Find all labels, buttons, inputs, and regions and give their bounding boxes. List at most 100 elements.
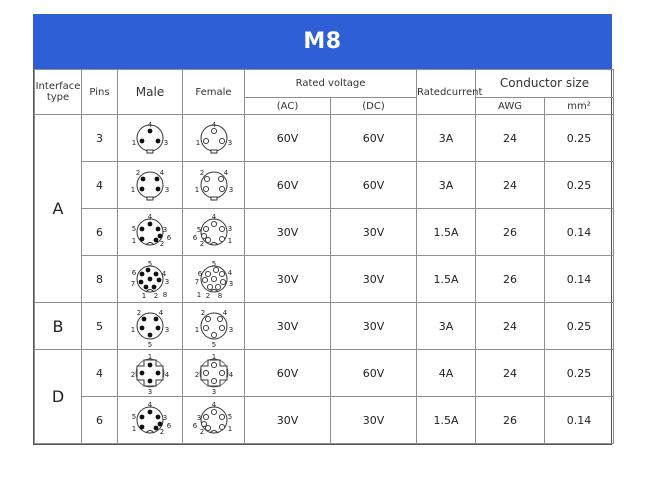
- pin-number-label: 6: [132, 269, 137, 277]
- pin-number-label: 1: [227, 425, 231, 433]
- header-interface-type: Interface type: [34, 69, 82, 115]
- dc-voltage-cell: 30V: [329, 208, 418, 256]
- dc-voltage-cell: 60V: [329, 349, 418, 397]
- female-diagram-cell: 1 4 2 3: [182, 349, 245, 397]
- pin-number-label: 5: [132, 225, 136, 233]
- female-pin-diagram-icon: 4 3 56 1 2: [192, 213, 231, 248]
- pin-number-label: 1: [194, 186, 198, 194]
- pin-number-label: 5: [227, 413, 231, 421]
- male-pin-diagram-icon: 4 1 3: [132, 121, 168, 154]
- dc-voltage-cell: 60V: [329, 114, 418, 162]
- female-pin-diagram-icon: 4 3 1: [195, 121, 232, 154]
- pin-number-label: 3: [165, 186, 169, 194]
- female-pin-diagram-icon: 4 2 3 1 5: [194, 309, 232, 347]
- pin-number-label: 5: [196, 226, 200, 234]
- awg-cell: 24: [475, 161, 546, 209]
- male-diagram-cell: 2 4 1 3: [117, 161, 183, 209]
- pin-number-label: 3: [227, 225, 231, 233]
- rated-current-cell: 4A: [416, 349, 477, 397]
- pin-number-label: 5: [211, 260, 215, 268]
- pin-number-label: 1: [132, 425, 136, 433]
- mm2-cell: 0.14: [544, 208, 615, 256]
- pin-number-label: 4: [162, 270, 167, 278]
- rated-current-cell: 3A: [416, 302, 477, 350]
- header-rated-current: Ratedcurrent: [416, 69, 482, 115]
- male-pin-diagram-icon: 5 6 4 7 3 1 2 8: [131, 260, 169, 300]
- dc-voltage-cell: 30V: [329, 302, 418, 350]
- pin-number-label: 5: [132, 413, 136, 421]
- dc-voltage-cell: 30V: [329, 255, 418, 303]
- pin-number-label: 6: [167, 234, 172, 242]
- pin-number-label: 1: [211, 353, 215, 361]
- pin-number-label: 4: [148, 401, 153, 409]
- header-pins: Pins: [81, 69, 118, 115]
- pins-cell: 4: [81, 161, 118, 209]
- connector-spec-table: Interface type Pins Male Female Rated vo…: [34, 69, 615, 444]
- header-male: Male: [117, 69, 183, 115]
- ac-voltage-cell: 30V: [244, 302, 331, 350]
- pins-cell: 4: [81, 349, 118, 397]
- pin-number-label: 1: [132, 237, 136, 245]
- pin-number-label: 4: [228, 371, 233, 379]
- female-diagram-cell: 4 2 3 1 5: [182, 302, 245, 350]
- pins-cell: 3: [81, 114, 118, 162]
- interface-type-cell: B: [34, 302, 82, 350]
- ac-voltage-cell: 60V: [244, 161, 331, 209]
- pin-number-label: 3: [227, 139, 231, 147]
- pin-number-label: 2: [199, 169, 203, 177]
- pin-number-label: 3: [228, 326, 232, 334]
- rated-current-cell: 1.5A: [416, 255, 477, 303]
- rated-current-cell: 3A: [416, 114, 477, 162]
- male-pin-diagram-icon: 2 4 1 3: [131, 169, 169, 201]
- rated-current-cell: 1.5A: [416, 208, 477, 256]
- female-diagram-cell: 4 2 3 1: [182, 161, 245, 209]
- table-row: B 5 2 4 1 3 5 4 2 3 1 5 30V 30V 3A 24 0.25: [34, 302, 615, 350]
- pin-number-label: 1: [194, 326, 198, 334]
- male-diagram-cell: 1 2 4 3: [117, 349, 183, 397]
- pin-number-label: 3: [211, 388, 215, 394]
- pin-number-label: 5: [148, 341, 152, 347]
- pin-number-label: 5: [211, 341, 215, 347]
- pin-number-label: 3: [165, 326, 169, 334]
- pins-cell: 6: [81, 396, 118, 444]
- male-pin-diagram-icon: 4 5 36 1 2: [132, 213, 172, 248]
- header-female: Female: [182, 69, 245, 115]
- pin-number-label: 4: [223, 169, 228, 177]
- male-diagram-cell: 4 1 3: [117, 114, 183, 162]
- ac-voltage-cell: 30V: [244, 208, 331, 256]
- pin-number-label: 1: [131, 186, 135, 194]
- pin-number-label: 1: [131, 326, 135, 334]
- rated-current-cell: 1.5A: [416, 396, 477, 444]
- header-conductor-size: Conductor size: [475, 69, 615, 98]
- pin-number-label: 2: [205, 292, 209, 300]
- pin-number-label: 1: [148, 353, 152, 361]
- ac-voltage-cell: 30V: [244, 255, 331, 303]
- pin-number-label: 4: [222, 309, 227, 317]
- ac-voltage-cell: 60V: [244, 349, 331, 397]
- pin-number-label: 4: [227, 269, 232, 277]
- mm2-cell: 0.14: [544, 396, 615, 444]
- pin-number-label: 1: [142, 292, 146, 300]
- table-row: A 3 4 1 3 4 3 1 60V 60V 3A 24 0.25: [34, 114, 615, 303]
- table-body: A 3 4 1 3 4 3 1 60V 60V 3A 24 0.25 4 2 4 1 3 4 2 3 1 60V 60V 3A 2…: [34, 114, 615, 444]
- ac-voltage-cell: 30V: [244, 396, 331, 444]
- pins-cell: 6: [81, 208, 118, 256]
- pin-number-label: 3: [163, 226, 167, 234]
- header-ac: (AC): [244, 97, 331, 115]
- pin-number-label: 8: [217, 292, 221, 300]
- pin-number-label: 4: [211, 213, 216, 221]
- interface-type-cell: D: [34, 349, 82, 444]
- ac-voltage-cell: 60V: [244, 114, 331, 162]
- spec-sheet: M8 Interface type Pins Male Female Rated…: [33, 14, 615, 445]
- female-pin-diagram-icon: 1 4 2 3: [194, 353, 233, 394]
- mm2-cell: 0.25: [544, 114, 615, 162]
- table-row: 6 4 5 3 6 1 2 4 3 5 6 1 2 30V 30V 1.5A 26 0.14: [35, 208, 615, 256]
- interface-type-cell: A: [34, 114, 82, 303]
- table-frame: Interface type Pins Male Female Rated vo…: [33, 69, 615, 445]
- pin-number-label: 3: [196, 414, 200, 422]
- female-pin-diagram-icon: 5 4 6 3 7 821: [194, 260, 232, 300]
- mm2-cell: 0.25: [544, 161, 615, 209]
